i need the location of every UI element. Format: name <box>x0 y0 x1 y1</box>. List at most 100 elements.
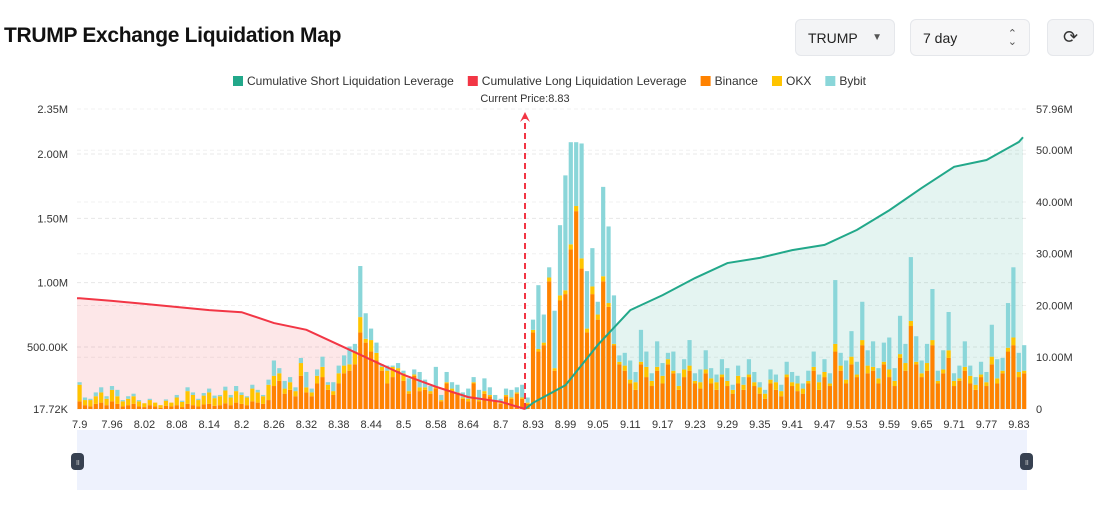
bar-okx[interactable] <box>93 396 98 404</box>
bar-binance[interactable] <box>541 345 546 409</box>
bar-okx[interactable] <box>784 374 789 378</box>
symbol-select[interactable]: TRUMP ▼ <box>795 19 895 56</box>
bar-bybit[interactable] <box>476 389 482 401</box>
bar-binance[interactable] <box>935 383 940 409</box>
bar-okx[interactable] <box>1022 370 1027 374</box>
bar-bybit[interactable] <box>514 387 519 393</box>
bar-okx[interactable] <box>574 206 579 212</box>
bar-bybit[interactable] <box>271 360 277 376</box>
bar-okx[interactable] <box>703 369 708 374</box>
bar-bybit[interactable] <box>444 371 449 383</box>
bar-okx[interactable] <box>644 366 649 378</box>
bar-binance[interactable] <box>439 401 444 409</box>
bar-bybit[interactable] <box>109 386 115 390</box>
bar-okx[interactable] <box>282 388 287 394</box>
bar-bybit[interactable] <box>682 359 687 370</box>
bar-okx[interactable] <box>244 397 250 406</box>
bar-binance[interactable] <box>790 386 795 409</box>
bar-binance[interactable] <box>584 332 590 409</box>
bar-bybit[interactable] <box>714 374 719 383</box>
bar-binance[interactable] <box>968 383 973 409</box>
bar-okx[interactable] <box>660 375 665 384</box>
bar-binance[interactable] <box>487 396 492 409</box>
bar-binance[interactable] <box>606 306 611 409</box>
bar-okx[interactable] <box>827 383 832 387</box>
bar-binance[interactable] <box>887 377 892 409</box>
bar-binance[interactable] <box>811 370 816 409</box>
bar-okx[interactable] <box>379 366 384 371</box>
legend-item[interactable]: Binance <box>715 74 759 88</box>
bar-bybit[interactable] <box>520 384 525 398</box>
bar-bybit[interactable] <box>833 280 838 344</box>
bar-okx[interactable] <box>406 391 411 394</box>
bar-bybit[interactable] <box>331 382 336 392</box>
bar-bybit[interactable] <box>320 356 325 367</box>
bar-okx[interactable] <box>277 373 282 381</box>
legend-item[interactable]: Bybit <box>839 74 866 88</box>
bar-binance[interactable] <box>806 383 811 409</box>
bar-binance[interactable] <box>363 342 368 409</box>
legend-item[interactable]: Cumulative Long Liquidation Leverage <box>482 74 687 88</box>
bar-binance[interactable] <box>293 396 298 409</box>
bar-okx[interactable] <box>271 375 277 387</box>
bar-bybit[interactable] <box>255 389 260 393</box>
bar-okx[interactable] <box>795 383 800 392</box>
bar-bybit[interactable] <box>784 361 789 375</box>
bar-okx[interactable] <box>158 405 163 408</box>
bar-bybit[interactable] <box>336 365 341 374</box>
bar-okx[interactable] <box>995 378 1000 384</box>
bar-binance[interactable] <box>860 345 865 409</box>
bar-binance[interactable] <box>930 345 935 409</box>
bar-okx[interactable] <box>892 380 897 387</box>
bar-bybit[interactable] <box>968 365 973 376</box>
bar-bybit[interactable] <box>719 359 725 375</box>
bar-bybit[interactable] <box>843 360 849 380</box>
bar-binance[interactable] <box>223 403 228 409</box>
bar-okx[interactable] <box>752 382 757 387</box>
bar-binance[interactable] <box>741 389 746 409</box>
bar-binance[interactable] <box>865 373 870 409</box>
bar-okx[interactable] <box>422 387 428 390</box>
bar-okx[interactable] <box>698 382 703 389</box>
bar-bybit[interactable] <box>919 360 924 374</box>
bar-okx[interactable] <box>315 375 320 384</box>
bar-bybit[interactable] <box>876 368 881 379</box>
bar-okx[interactable] <box>530 329 536 333</box>
bar-okx[interactable] <box>358 317 363 333</box>
bar-okx[interactable] <box>234 391 239 403</box>
bar-bybit[interactable] <box>482 378 487 392</box>
bar-binance[interactable] <box>1016 377 1021 409</box>
bar-okx[interactable] <box>741 384 746 390</box>
bar-bybit[interactable] <box>930 289 935 341</box>
bar-binance[interactable] <box>557 300 563 409</box>
bar-bybit[interactable] <box>217 394 223 397</box>
bar-bybit[interactable] <box>914 336 919 362</box>
bar-bybit[interactable] <box>493 394 498 401</box>
bar-okx[interactable] <box>768 379 773 384</box>
bar-okx[interactable] <box>147 400 152 406</box>
bar-okx[interactable] <box>250 388 255 402</box>
bar-binance[interactable] <box>277 380 282 409</box>
bar-binance[interactable] <box>174 405 179 409</box>
bar-bybit[interactable] <box>811 351 816 367</box>
bar-binance[interactable] <box>493 401 498 409</box>
bar-binance[interactable] <box>428 393 433 409</box>
bar-bybit[interactable] <box>590 248 595 287</box>
bar-okx[interactable] <box>860 340 865 346</box>
bar-binance[interactable] <box>228 405 233 409</box>
bar-bybit[interactable] <box>509 389 514 398</box>
bar-bybit[interactable] <box>741 377 746 385</box>
bar-bybit[interactable] <box>574 142 579 207</box>
bar-bybit[interactable] <box>903 343 908 364</box>
bar-okx[interactable] <box>525 402 530 404</box>
bar-binance[interactable] <box>730 393 735 409</box>
bar-bybit[interactable] <box>897 315 903 355</box>
bar-binance[interactable] <box>1022 373 1027 409</box>
bar-okx[interactable] <box>579 258 584 269</box>
bar-bybit[interactable] <box>536 285 541 349</box>
bar-okx[interactable] <box>903 363 908 371</box>
bar-okx[interactable] <box>590 286 595 295</box>
bar-binance[interactable] <box>147 405 152 409</box>
bar-bybit[interactable] <box>687 340 692 366</box>
bar-binance[interactable] <box>455 393 460 409</box>
